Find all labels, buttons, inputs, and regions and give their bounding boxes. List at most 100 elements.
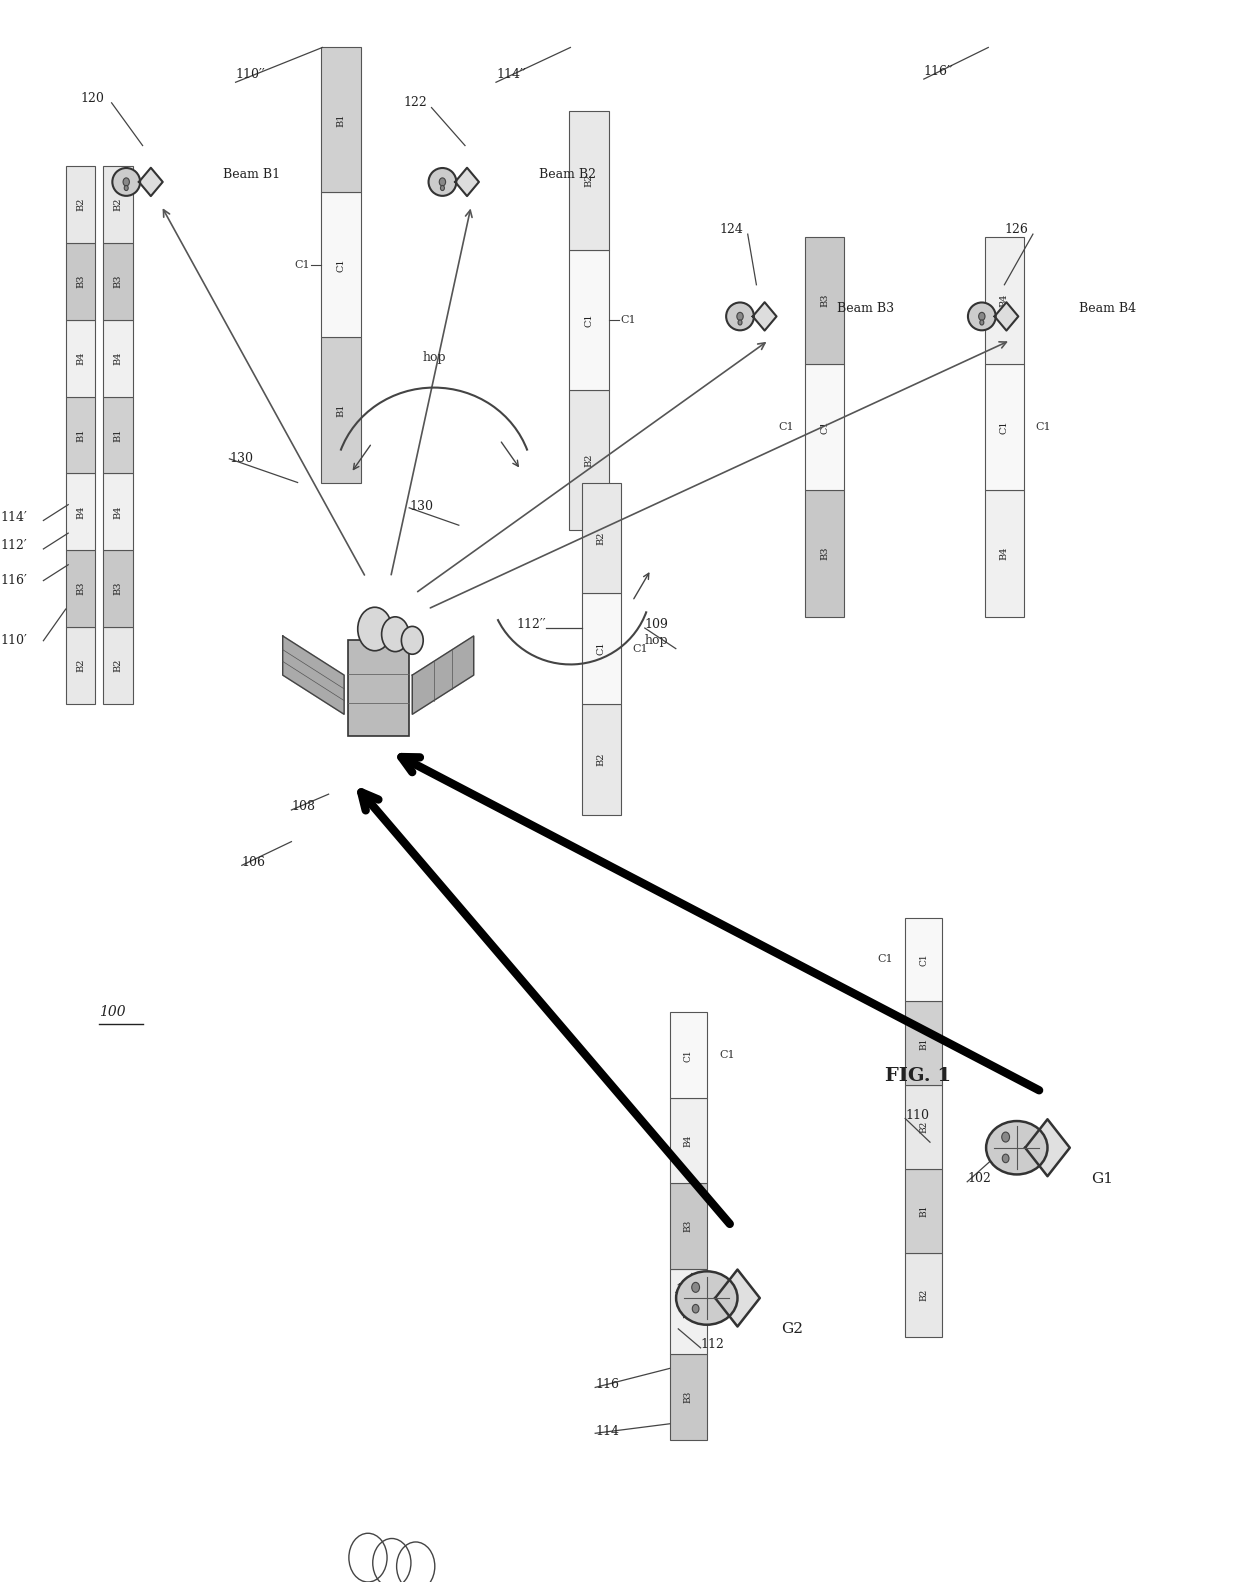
Text: C1: C1: [877, 954, 893, 965]
Text: B3: B3: [683, 1391, 693, 1403]
Text: 114′′: 114′′: [496, 68, 526, 81]
Bar: [905, 1169, 942, 1253]
Text: C1: C1: [336, 258, 346, 272]
Text: B1: B1: [113, 429, 123, 441]
Text: B2: B2: [584, 174, 594, 187]
Text: 112′′: 112′′: [516, 619, 546, 631]
Text: C1: C1: [620, 315, 636, 326]
Bar: [321, 193, 361, 337]
Text: B3: B3: [76, 275, 86, 288]
Polygon shape: [994, 302, 1018, 331]
Polygon shape: [139, 168, 162, 196]
Polygon shape: [283, 636, 343, 715]
Polygon shape: [753, 302, 776, 331]
Text: B4: B4: [999, 294, 1009, 307]
Bar: [66, 244, 95, 320]
Text: B1: B1: [76, 429, 86, 441]
Text: C1: C1: [919, 954, 929, 965]
Bar: [66, 626, 95, 704]
Text: 116′′: 116′′: [924, 65, 954, 78]
Polygon shape: [412, 636, 474, 715]
Circle shape: [978, 312, 985, 321]
Text: B4: B4: [683, 1305, 693, 1318]
Text: B2: B2: [919, 1289, 929, 1300]
Bar: [66, 473, 95, 551]
Ellipse shape: [113, 168, 140, 196]
Bar: [985, 237, 1024, 364]
Circle shape: [738, 320, 742, 324]
Circle shape: [737, 312, 743, 321]
Text: B3: B3: [76, 582, 86, 595]
Ellipse shape: [676, 1272, 738, 1324]
Text: B1: B1: [919, 1205, 929, 1217]
Text: B4: B4: [113, 351, 123, 365]
Bar: [805, 490, 844, 617]
Bar: [805, 237, 844, 364]
Text: B1: B1: [336, 114, 346, 127]
Bar: [66, 320, 95, 397]
Text: B2: B2: [113, 198, 123, 212]
Bar: [103, 626, 133, 704]
Text: Beam B4: Beam B4: [1079, 302, 1136, 315]
Polygon shape: [455, 168, 479, 196]
Text: B2: B2: [76, 658, 86, 672]
Text: 106: 106: [242, 856, 265, 869]
Bar: [103, 320, 133, 397]
Circle shape: [1002, 1133, 1009, 1142]
Text: C1: C1: [584, 313, 594, 327]
Text: 110′′: 110′′: [236, 68, 265, 81]
Text: B3: B3: [113, 582, 123, 595]
Text: 130: 130: [409, 500, 433, 513]
Circle shape: [440, 185, 444, 190]
Text: 114′: 114′: [0, 511, 27, 524]
Text: Beam B3: Beam B3: [837, 302, 894, 315]
Bar: [569, 391, 609, 530]
Text: B4: B4: [683, 1134, 693, 1147]
Ellipse shape: [429, 168, 456, 196]
Bar: [103, 397, 133, 473]
Text: 102: 102: [967, 1172, 991, 1185]
Bar: [569, 111, 609, 250]
Bar: [103, 244, 133, 320]
Circle shape: [124, 185, 128, 190]
Bar: [805, 364, 844, 490]
Text: hop: hop: [645, 634, 668, 647]
Circle shape: [382, 617, 409, 652]
Text: 110: 110: [905, 1109, 929, 1122]
Circle shape: [692, 1283, 699, 1292]
Text: 110′: 110′: [0, 634, 27, 647]
Circle shape: [692, 1305, 699, 1313]
Circle shape: [123, 177, 129, 187]
Text: B3: B3: [820, 294, 830, 307]
Text: 100: 100: [99, 1006, 125, 1019]
Text: B3: B3: [113, 275, 123, 288]
Text: 112: 112: [701, 1338, 724, 1351]
Bar: [670, 1354, 707, 1440]
Bar: [670, 1183, 707, 1269]
Bar: [905, 1001, 942, 1085]
Bar: [103, 166, 133, 244]
Bar: [670, 1098, 707, 1183]
Text: 120: 120: [81, 92, 104, 104]
Text: C1: C1: [999, 421, 1009, 433]
Text: B2: B2: [596, 532, 606, 544]
Bar: [66, 551, 95, 626]
Ellipse shape: [727, 302, 754, 331]
Polygon shape: [1025, 1120, 1070, 1177]
Bar: [985, 364, 1024, 490]
Ellipse shape: [968, 302, 996, 331]
Text: C1: C1: [820, 421, 830, 433]
Text: Beam B1: Beam B1: [223, 168, 280, 180]
Bar: [66, 166, 95, 244]
Text: B1: B1: [336, 403, 346, 416]
Text: 104: 104: [676, 1283, 699, 1296]
Text: 108: 108: [291, 800, 315, 813]
Bar: [905, 1085, 942, 1169]
Text: C1: C1: [294, 259, 310, 271]
Bar: [66, 397, 95, 473]
Ellipse shape: [986, 1122, 1048, 1174]
Bar: [582, 593, 621, 704]
Bar: [569, 250, 609, 391]
Text: C1: C1: [632, 644, 649, 653]
Text: FIG. 1: FIG. 1: [884, 1066, 951, 1085]
